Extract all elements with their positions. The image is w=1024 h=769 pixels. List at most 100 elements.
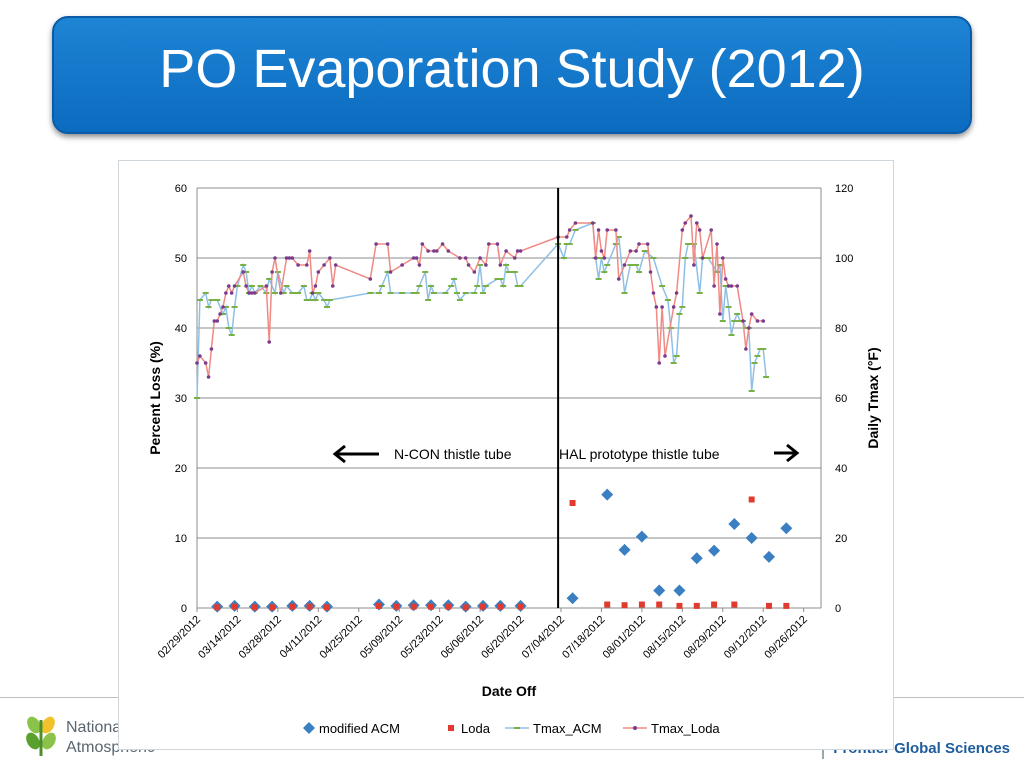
tmax-loda-point <box>307 249 312 253</box>
y-tick-label: 30 <box>175 393 187 405</box>
tmax-loda-point <box>628 249 633 253</box>
left-arrow-icon <box>332 444 346 464</box>
loda-point <box>569 500 576 506</box>
tmax-loda-point <box>273 256 277 260</box>
tmax-loda-point <box>328 256 332 260</box>
tmax-loda-point <box>226 284 231 288</box>
modified-acm-point <box>690 552 703 565</box>
tmax-loda-point <box>504 249 508 253</box>
tmax-loda-point <box>593 256 598 260</box>
loda-point <box>604 601 611 608</box>
annotation-right: HAL prototype thistle tube <box>559 446 720 462</box>
y-axis-title: Percent Loss (%) <box>147 341 163 455</box>
tmax-loda-point <box>278 291 283 295</box>
tmax-loda-point <box>694 221 699 225</box>
tmax-loda-point <box>385 242 390 246</box>
tmax-loda-point <box>296 263 300 267</box>
tmax-loda-point <box>316 270 321 274</box>
tmax-loda-point <box>683 221 688 225</box>
tmax-loda-point <box>252 291 257 295</box>
loda-point <box>324 604 330 611</box>
x-tick-label: 02/29/2012 <box>156 614 203 661</box>
tmax-loda-point <box>614 228 618 232</box>
y2-tick-label: 120 <box>835 183 853 195</box>
tmax-loda-point <box>420 242 425 246</box>
tmax-loda-point <box>417 263 422 267</box>
tmax-loda-point <box>663 354 667 358</box>
tmax-loda-point <box>729 284 734 288</box>
tmax-loda-point <box>599 249 604 253</box>
tmax-loda-point <box>400 263 404 267</box>
loda-point <box>393 603 400 610</box>
tmax-loda-point <box>515 249 520 253</box>
tmax-loda-point <box>590 221 595 225</box>
legend-swatch-loda <box>448 725 454 731</box>
tmax-loda-point <box>434 249 439 253</box>
x-tick-label: 08/01/2012 <box>601 614 648 661</box>
tmax-loda-point <box>446 249 451 253</box>
x-tick-label: 03/14/2012 <box>196 614 243 661</box>
loda-point <box>517 603 524 610</box>
tmax-loda-point <box>715 242 719 246</box>
right-arrow-icon <box>786 443 800 463</box>
loda-point <box>306 603 313 610</box>
x-tick-label: 04/25/2012 <box>317 614 364 661</box>
nadp-leaf-logo-icon <box>26 716 56 756</box>
modified-acm-point <box>763 550 775 563</box>
tmax-loda-point <box>440 242 445 246</box>
x-axis-title: Date Off <box>482 683 537 699</box>
modified-acm-point <box>673 584 686 597</box>
tmax-loda-point <box>498 263 503 267</box>
tmax-loda-point <box>388 270 393 274</box>
tmax-loda-point <box>270 270 274 274</box>
loda-point <box>269 604 276 611</box>
loda-point <box>766 602 772 609</box>
x-tick-label: 07/18/2012 <box>560 614 607 661</box>
tmax-loda-point <box>616 277 621 281</box>
y2-tick-label: 0 <box>835 603 841 615</box>
tmax-loda-point <box>411 256 416 260</box>
legend-swatch-modified-acm <box>303 722 315 734</box>
loda-point <box>621 602 628 609</box>
tmax-loda-point <box>224 291 228 295</box>
tmax-loda-point <box>232 284 237 288</box>
legend-label: Tmax_ACM <box>533 721 602 736</box>
loda-point <box>231 603 238 610</box>
tmax-loda-point <box>313 284 318 288</box>
modified-acm-point <box>708 544 721 557</box>
tmax-loda-point <box>645 242 650 246</box>
modified-acm-point <box>745 532 758 544</box>
modified-acm-point <box>566 592 579 605</box>
tmax-loda-point <box>671 305 676 309</box>
x-tick-label: 09/26/2012 <box>762 614 809 661</box>
tmax-loda-point <box>720 256 725 260</box>
modified-acm-point <box>618 543 631 556</box>
tmax-loda-point <box>718 312 722 316</box>
series-line-tmax-loda <box>196 214 764 378</box>
tmax-loda-point <box>250 291 254 295</box>
y-tick-label: 10 <box>175 533 187 545</box>
tmax-loda-point <box>651 291 656 295</box>
loda-point <box>289 603 296 610</box>
tmax-loda-point <box>432 249 436 253</box>
tmax-loda-point <box>674 291 679 295</box>
x-tick-label: 09/12/2012 <box>722 614 769 661</box>
loda-point <box>410 603 417 610</box>
y-tick-label: 50 <box>175 253 187 265</box>
tmax-loda-point <box>567 228 572 232</box>
chart-svg: 010203040506002040608010012002/29/201203… <box>147 183 881 736</box>
tmax-loda-point <box>755 319 760 323</box>
y2-tick-label: 80 <box>835 323 847 335</box>
x-tick-label: 08/29/2012 <box>681 614 728 661</box>
x-tick-label: 06/06/2012 <box>439 614 486 661</box>
annotation-left: N-CON thistle tube <box>394 446 512 462</box>
tmax-loda-point <box>518 249 523 253</box>
loda-point <box>497 603 504 610</box>
tmax-loda-point <box>203 361 208 365</box>
legend-label: modified ACM <box>319 721 400 736</box>
x-tick-label: 03/28/2012 <box>237 614 284 661</box>
tmax-loda-point <box>741 319 745 323</box>
tmax-loda-point <box>564 235 569 239</box>
loda-point <box>445 603 452 610</box>
chart-panel: 0 10 20 30 40 50 60 0 20 40 60 80 100 120 02/29/2012 03… <box>118 160 894 750</box>
